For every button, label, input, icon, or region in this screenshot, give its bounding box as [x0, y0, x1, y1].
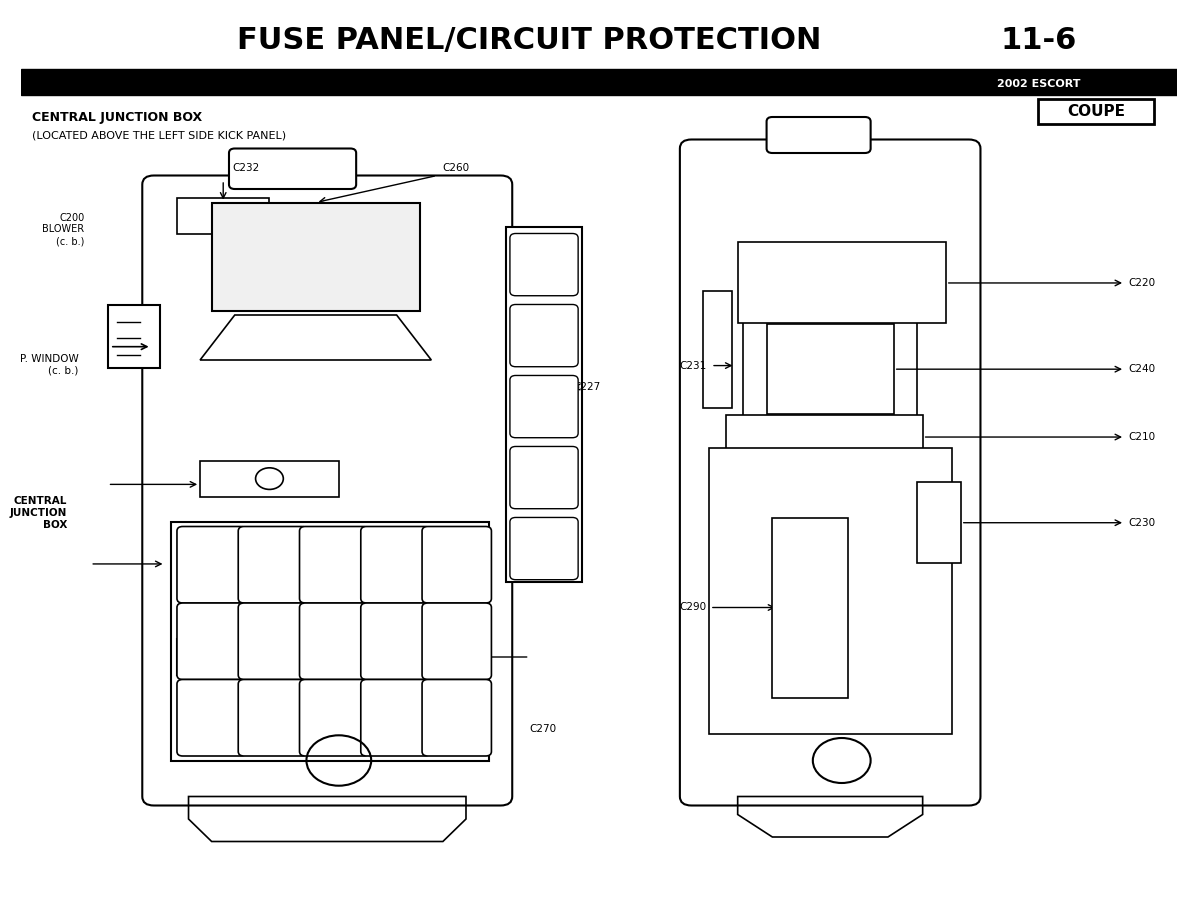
- FancyBboxPatch shape: [299, 603, 368, 680]
- Bar: [1038, 99, 1153, 124]
- Text: P. WINDOW
(c. b.): P. WINDOW (c. b.): [20, 354, 79, 375]
- Bar: [772, 518, 847, 698]
- Text: STOP: STOP: [207, 554, 217, 576]
- Bar: [200, 461, 339, 497]
- FancyBboxPatch shape: [510, 233, 578, 296]
- Bar: [177, 639, 478, 675]
- FancyBboxPatch shape: [510, 446, 578, 508]
- FancyBboxPatch shape: [510, 304, 578, 366]
- Bar: [107, 305, 160, 368]
- Text: C230: C230: [1129, 518, 1156, 527]
- Text: C290: C290: [679, 602, 706, 613]
- FancyBboxPatch shape: [361, 680, 430, 756]
- Bar: [709, 448, 951, 734]
- Text: RCOM: RCOM: [330, 705, 339, 731]
- Bar: [212, 202, 420, 310]
- Text: C210: C210: [1129, 432, 1156, 442]
- Text: COUPE: COUPE: [1068, 104, 1125, 119]
- Text: (FOG): (FOG): [540, 326, 547, 346]
- Text: (DOOR LK): (DOOR LK): [207, 621, 217, 662]
- FancyBboxPatch shape: [423, 526, 492, 603]
- Text: C270: C270: [530, 724, 557, 734]
- Bar: [917, 482, 960, 563]
- Text: WIPER: WIPER: [452, 628, 461, 655]
- FancyBboxPatch shape: [423, 680, 492, 756]
- Text: DRL: DRL: [207, 709, 217, 726]
- FancyBboxPatch shape: [238, 526, 307, 603]
- Text: (AIR COND): (AIR COND): [330, 619, 339, 663]
- Text: 11-6: 11-6: [1000, 26, 1077, 55]
- Text: CENTRAL
JUNCTION
BOX: CENTRAL JUNCTION BOX: [9, 497, 67, 529]
- Bar: [21, 69, 1177, 94]
- FancyBboxPatch shape: [361, 526, 430, 603]
- Bar: [171, 522, 490, 760]
- Text: (LOCATED ABOVE THE LEFT SIDE KICK PANEL): (LOCATED ABOVE THE LEFT SIDE KICK PANEL): [33, 130, 286, 140]
- Text: RADIO: RADIO: [452, 705, 461, 731]
- Bar: [738, 242, 946, 323]
- Text: METER: METER: [391, 627, 400, 655]
- Bar: [703, 291, 732, 408]
- FancyBboxPatch shape: [423, 603, 492, 680]
- Text: HAZARD: HAZARD: [268, 701, 278, 734]
- Bar: [766, 324, 893, 414]
- FancyBboxPatch shape: [238, 680, 307, 756]
- FancyBboxPatch shape: [766, 117, 871, 153]
- Text: TAIL: TAIL: [268, 556, 278, 573]
- Text: C231: C231: [679, 361, 706, 371]
- Bar: [506, 228, 581, 582]
- FancyBboxPatch shape: [142, 176, 512, 806]
- FancyBboxPatch shape: [299, 526, 368, 603]
- FancyBboxPatch shape: [230, 148, 357, 189]
- Text: C232: C232: [233, 163, 260, 173]
- FancyBboxPatch shape: [299, 680, 368, 756]
- FancyBboxPatch shape: [238, 603, 307, 680]
- FancyBboxPatch shape: [177, 680, 246, 756]
- Text: C260: C260: [443, 163, 470, 173]
- Text: C200
BLOWER
(c. b.): C200 BLOWER (c. b.): [42, 213, 85, 246]
- Text: 2002 ESCORT: 2002 ESCORT: [997, 78, 1080, 89]
- Text: C220: C220: [1129, 278, 1156, 288]
- Text: FUSE PANEL/CIRCUIT PROTECTION: FUSE PANEL/CIRCUIT PROTECTION: [238, 26, 822, 55]
- Text: C240: C240: [1129, 364, 1156, 374]
- Text: (AUDIO): (AUDIO): [540, 392, 547, 420]
- Text: C227: C227: [573, 382, 600, 392]
- Bar: [726, 415, 923, 460]
- FancyBboxPatch shape: [510, 375, 578, 437]
- Text: HORN: HORN: [268, 628, 278, 654]
- Bar: [177, 198, 270, 234]
- FancyBboxPatch shape: [177, 526, 246, 603]
- FancyBboxPatch shape: [177, 603, 246, 680]
- Text: FUEL INJ: FUEL INJ: [541, 250, 547, 279]
- FancyBboxPatch shape: [680, 140, 980, 806]
- Text: CIGAR: CIGAR: [541, 467, 547, 489]
- FancyBboxPatch shape: [510, 518, 578, 580]
- Text: ASC: ASC: [391, 556, 400, 573]
- Text: AIR BAG: AIR BAG: [541, 535, 547, 562]
- Text: ENGINE: ENGINE: [391, 703, 400, 733]
- Text: CENTRAL JUNCTION BOX: CENTRAL JUNCTION BOX: [33, 111, 202, 123]
- FancyBboxPatch shape: [361, 603, 430, 680]
